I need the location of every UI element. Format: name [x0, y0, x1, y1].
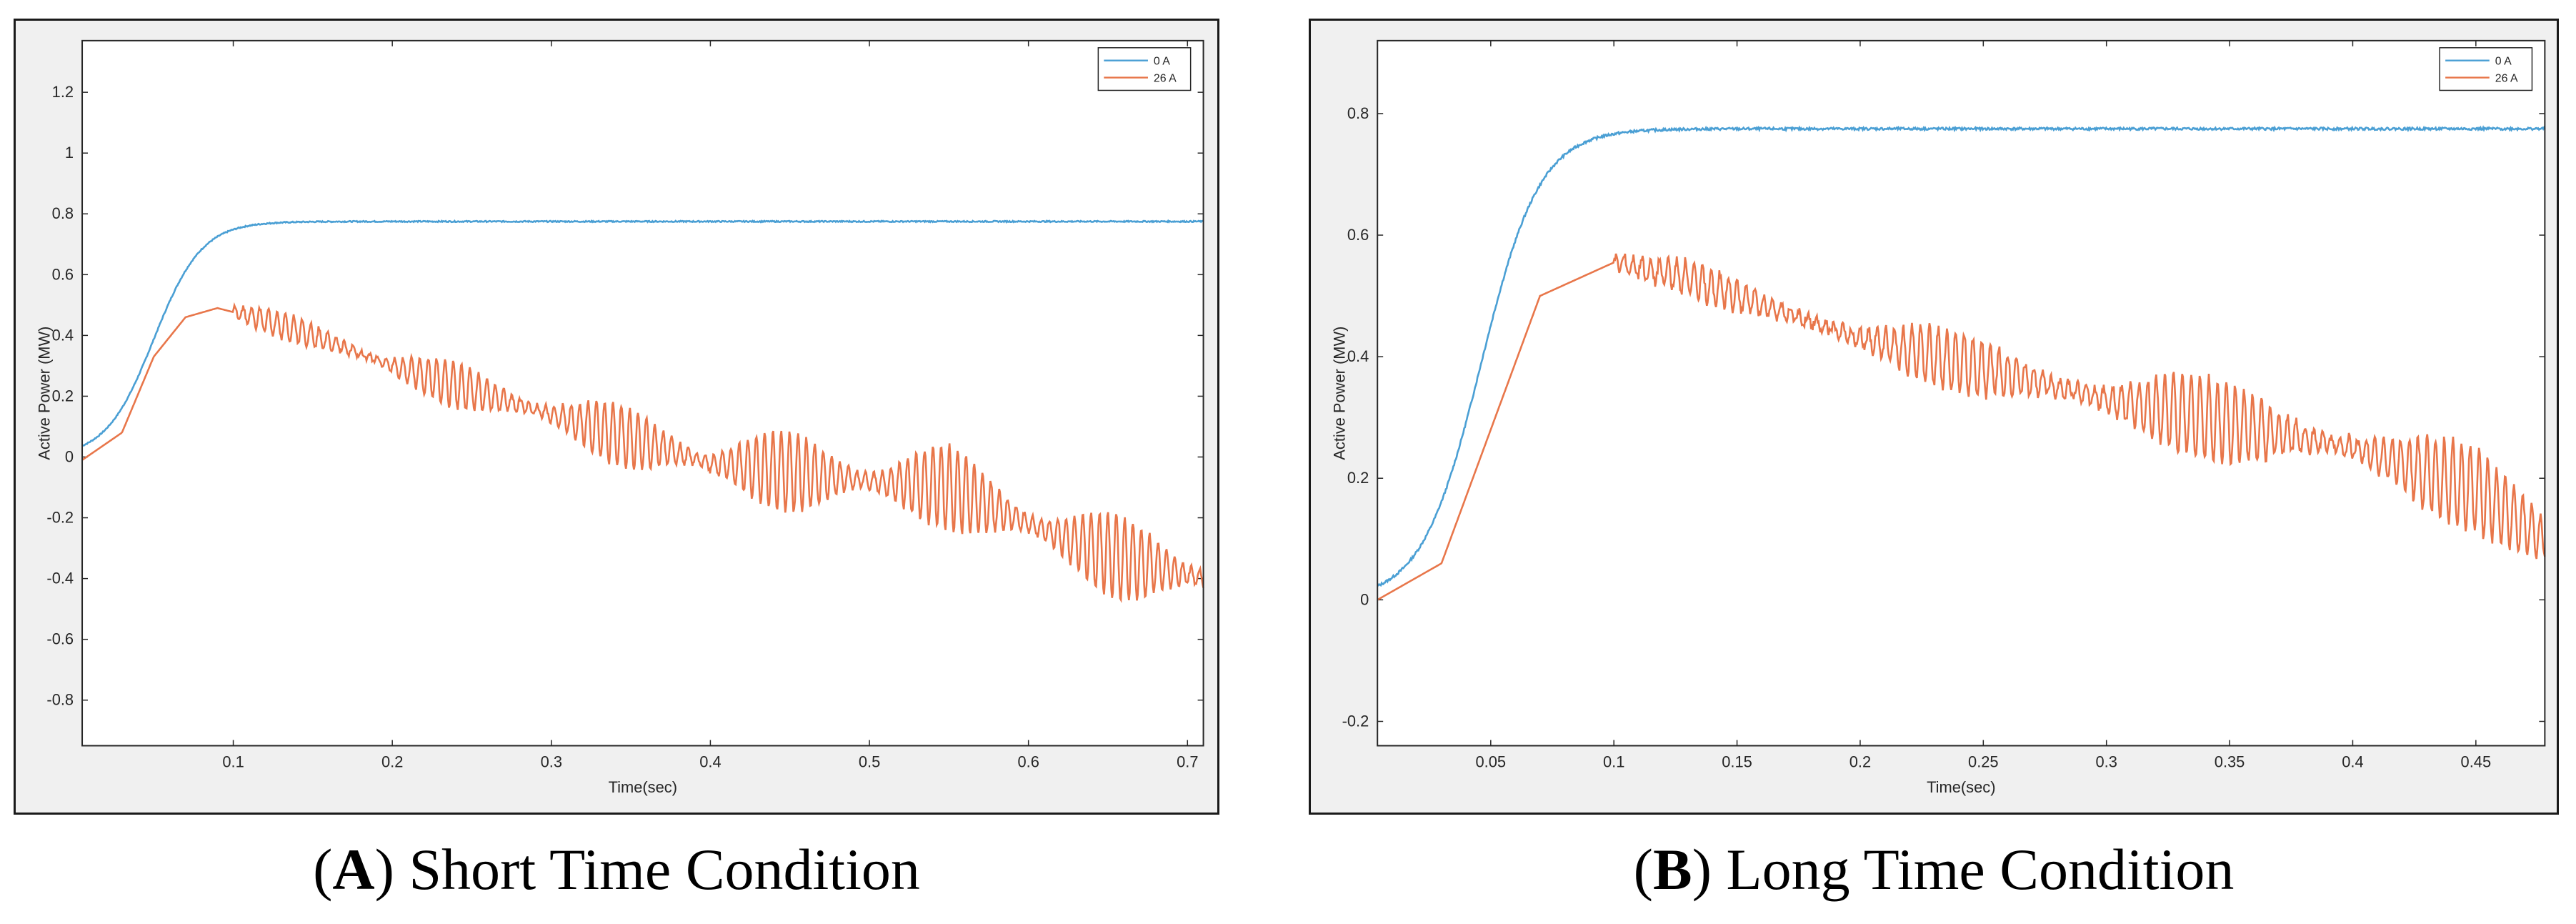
x-tick-label: 0.3: [541, 752, 562, 770]
y-tick-label: 0.2: [1347, 469, 1369, 487]
x-tick-label: 0.45: [2461, 752, 2492, 770]
y-tick-label: 0.4: [1347, 347, 1369, 365]
y-tick-label: -0.2: [1342, 712, 1369, 730]
y-tick-label: -0.6: [46, 630, 74, 648]
x-tick-label: 0.2: [381, 752, 403, 770]
y-tick-label: 1.2: [52, 83, 74, 101]
series-line-26a: [1377, 253, 2546, 601]
y-tick-label: -0.8: [46, 691, 74, 709]
x-axis-label: Time(sec): [1927, 778, 1995, 796]
legend-label: 0 A: [1154, 56, 1170, 68]
chart-panel-b: 0.8 0.6 0.4 0.2 0 -0.2 0.05 0.1 0.15 0.2 0.25 0.3 0.…: [1309, 19, 2559, 815]
chart-b: 0.8 0.6 0.4 0.2 0 -0.2 0.05 0.1 0.15 0.2 0.25 0.3 0.…: [1330, 39, 2546, 796]
caption-a-letter: A: [332, 837, 375, 902]
x-tick-label: 0.7: [1177, 752, 1198, 770]
legend-label: 0 A: [2495, 56, 2512, 68]
y-tick-label: -0.2: [46, 509, 74, 527]
caption-b-text: Long Time Condition: [1726, 837, 2235, 902]
x-axis-label: Time(sec): [609, 778, 677, 796]
x-tick-label: 0.2: [1849, 752, 1871, 770]
plot-area: [82, 40, 1204, 746]
caption-a-text: Short Time Condition: [409, 837, 920, 902]
y-tick-label: 0.6: [52, 265, 74, 283]
y-tick-label: 0.8: [52, 204, 74, 222]
x-tick-label: 0.35: [2215, 752, 2245, 770]
legend-label: 26 A: [1154, 73, 1177, 85]
x-tick-label: 0.25: [1968, 752, 1999, 770]
plot-area: [1377, 40, 2545, 746]
y-axis-label: Active Power (MW): [35, 327, 53, 460]
x-tick-label: 0.05: [1476, 752, 1507, 770]
y-tick-label: -0.4: [46, 570, 74, 587]
legend-label: 26 A: [2495, 73, 2518, 85]
x-tick-label: 0.4: [2342, 752, 2363, 770]
series-line-0a: [1377, 125, 2546, 587]
legend-box: [1097, 47, 1192, 91]
caption-b-letter: B: [1652, 837, 1692, 902]
x-tick-label: 0.1: [1603, 752, 1624, 770]
axes-box: [81, 39, 1204, 747]
x-tick-label: 0.1: [222, 752, 244, 770]
y-tick-label: 0.6: [1347, 226, 1369, 244]
y-tick-label: 0.8: [1347, 104, 1369, 122]
legend-box: [2439, 47, 2533, 91]
x-tick-label: 0.6: [1017, 752, 1039, 770]
chart-a: 1.2 1 0.8 0.6 0.4 0.2 0 -0.2 -0.4 -0.6 -0.8 0.1 0.2 0…: [35, 39, 1204, 796]
y-tick-label: 0: [65, 447, 74, 465]
chart-panel-a: 1.2 1 0.8 0.6 0.4 0.2 0 -0.2 -0.4 -0.6 -0.8 0.1 0.2 0…: [14, 19, 1219, 815]
series-line-26a: [81, 302, 1204, 603]
caption-a: (A) Short Time Condition: [313, 837, 920, 902]
x-tick-label: 0.15: [1722, 752, 1752, 770]
y-tick-label: 0.2: [52, 387, 74, 404]
y-tick-label: 1: [65, 144, 74, 162]
axes-box: [1377, 39, 2546, 747]
x-tick-label: 0.3: [2095, 752, 2117, 770]
x-tick-label: 0.5: [859, 752, 880, 770]
caption-b: (B) Long Time Condition: [1633, 837, 2235, 902]
y-tick-label: 0.4: [52, 326, 74, 344]
y-axis-label: Active Power (MW): [1330, 327, 1348, 460]
y-tick-label: 0: [1360, 590, 1369, 608]
series-line-0a: [81, 219, 1204, 447]
x-tick-label: 0.4: [699, 752, 721, 770]
